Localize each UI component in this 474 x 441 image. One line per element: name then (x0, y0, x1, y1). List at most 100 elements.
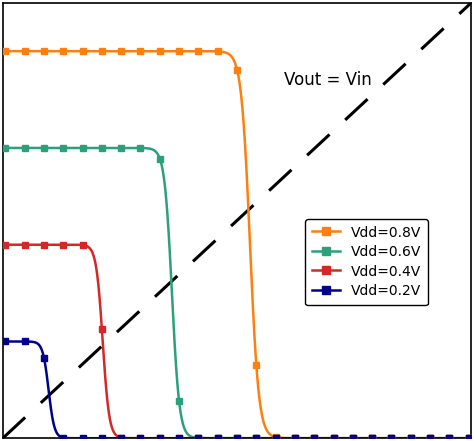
Vdd=0.2V (408, 436, 413, 441)
Vdd=0.6V (196, 435, 201, 441)
Vdd=0.4V (80, 243, 85, 248)
Vdd=0.4V (427, 436, 433, 441)
Vdd=0.6V (118, 145, 124, 150)
Vdd=0.8V (369, 436, 375, 441)
Vdd=0.2V (2, 339, 8, 344)
Vdd=0.2V (427, 436, 433, 441)
Vdd=0.4V (254, 436, 259, 441)
Vdd=0.2V (389, 436, 394, 441)
Vdd=0.2V (292, 436, 298, 441)
Vdd=0.8V (118, 49, 124, 54)
Vdd=0.8V (99, 49, 105, 54)
Vdd=0.8V (466, 436, 472, 441)
Vdd=0.4V (22, 242, 27, 247)
Vdd=0.6V (427, 436, 433, 441)
Vdd=0.8V (350, 436, 356, 441)
Vdd=0.4V (350, 436, 356, 441)
Vdd=0.8V (176, 49, 182, 54)
Vdd=0.6V (215, 436, 220, 441)
Vdd=0.8V (137, 49, 143, 54)
Vdd=0.4V (292, 436, 298, 441)
Vdd=0.6V (273, 436, 278, 441)
Vdd=0.6V (311, 436, 317, 441)
Line: Vdd=0.6V: Vdd=0.6V (2, 145, 472, 441)
Vdd=0.8V (447, 436, 452, 441)
Vdd=0.4V (2, 242, 8, 247)
Vdd=0.2V (350, 436, 356, 441)
Vdd=0.2V (466, 436, 472, 441)
Vdd=0.8V (311, 436, 317, 441)
Vdd=0.2V (137, 436, 143, 441)
Vdd=0.2V (99, 436, 105, 441)
Text: Vout = Vin: Vout = Vin (284, 71, 372, 89)
Vdd=0.4V (99, 327, 105, 332)
Vdd=0.6V (2, 145, 8, 150)
Vdd=0.6V (331, 436, 337, 441)
Vdd=0.4V (137, 436, 143, 441)
Vdd=0.6V (234, 436, 240, 441)
Vdd=0.8V (80, 49, 85, 54)
Vdd=0.4V (273, 436, 278, 441)
Vdd=0.6V (389, 436, 394, 441)
Vdd=0.2V (369, 436, 375, 441)
Line: Vdd=0.8V: Vdd=0.8V (2, 48, 472, 441)
Vdd=0.2V (331, 436, 337, 441)
Vdd=0.2V (196, 436, 201, 441)
Vdd=0.6V (22, 145, 27, 150)
Vdd=0.8V (254, 362, 259, 367)
Vdd=0.4V (369, 436, 375, 441)
Vdd=0.2V (215, 436, 220, 441)
Vdd=0.4V (176, 436, 182, 441)
Vdd=0.6V (61, 145, 66, 150)
Vdd=0.8V (2, 49, 8, 54)
Vdd=0.4V (447, 436, 452, 441)
Vdd=0.2V (80, 436, 85, 441)
Vdd=0.8V (331, 436, 337, 441)
Vdd=0.8V (22, 49, 27, 54)
Vdd=0.6V (408, 436, 413, 441)
Vdd=0.8V (215, 49, 220, 54)
Vdd=0.4V (234, 436, 240, 441)
Vdd=0.4V (408, 436, 413, 441)
Vdd=0.6V (369, 436, 375, 441)
Vdd=0.2V (254, 436, 259, 441)
Vdd=0.6V (466, 436, 472, 441)
Vdd=0.8V (196, 49, 201, 54)
Vdd=0.8V (427, 436, 433, 441)
Vdd=0.2V (22, 339, 27, 344)
Vdd=0.6V (447, 436, 452, 441)
Vdd=0.8V (61, 49, 66, 54)
Vdd=0.2V (273, 436, 278, 441)
Vdd=0.2V (311, 436, 317, 441)
Vdd=0.2V (157, 436, 163, 441)
Vdd=0.6V (80, 145, 85, 150)
Vdd=0.6V (292, 436, 298, 441)
Vdd=0.4V (311, 436, 317, 441)
Vdd=0.2V (176, 436, 182, 441)
Vdd=0.4V (389, 436, 394, 441)
Line: Vdd=0.2V: Vdd=0.2V (2, 338, 472, 441)
Vdd=0.6V (99, 145, 105, 150)
Vdd=0.4V (215, 436, 220, 441)
Line: Vdd=0.4V: Vdd=0.4V (2, 241, 472, 441)
Vdd=0.8V (292, 436, 298, 441)
Vdd=0.4V (196, 436, 201, 441)
Vdd=0.8V (273, 434, 278, 440)
Vdd=0.8V (389, 436, 394, 441)
Vdd=0.8V (157, 49, 163, 54)
Vdd=0.4V (118, 435, 124, 440)
Vdd=0.6V (137, 146, 143, 151)
Vdd=0.6V (41, 145, 47, 150)
Vdd=0.4V (61, 242, 66, 247)
Legend: Vdd=0.8V, Vdd=0.6V, Vdd=0.4V, Vdd=0.2V: Vdd=0.8V, Vdd=0.6V, Vdd=0.4V, Vdd=0.2V (305, 219, 428, 305)
Vdd=0.2V (447, 436, 452, 441)
Vdd=0.4V (157, 436, 163, 441)
Vdd=0.6V (157, 156, 163, 161)
Vdd=0.6V (350, 436, 356, 441)
Vdd=0.8V (41, 49, 47, 54)
Vdd=0.6V (254, 436, 259, 441)
Vdd=0.2V (41, 355, 47, 360)
Vdd=0.8V (408, 436, 413, 441)
Vdd=0.4V (41, 242, 47, 247)
Vdd=0.2V (118, 436, 124, 441)
